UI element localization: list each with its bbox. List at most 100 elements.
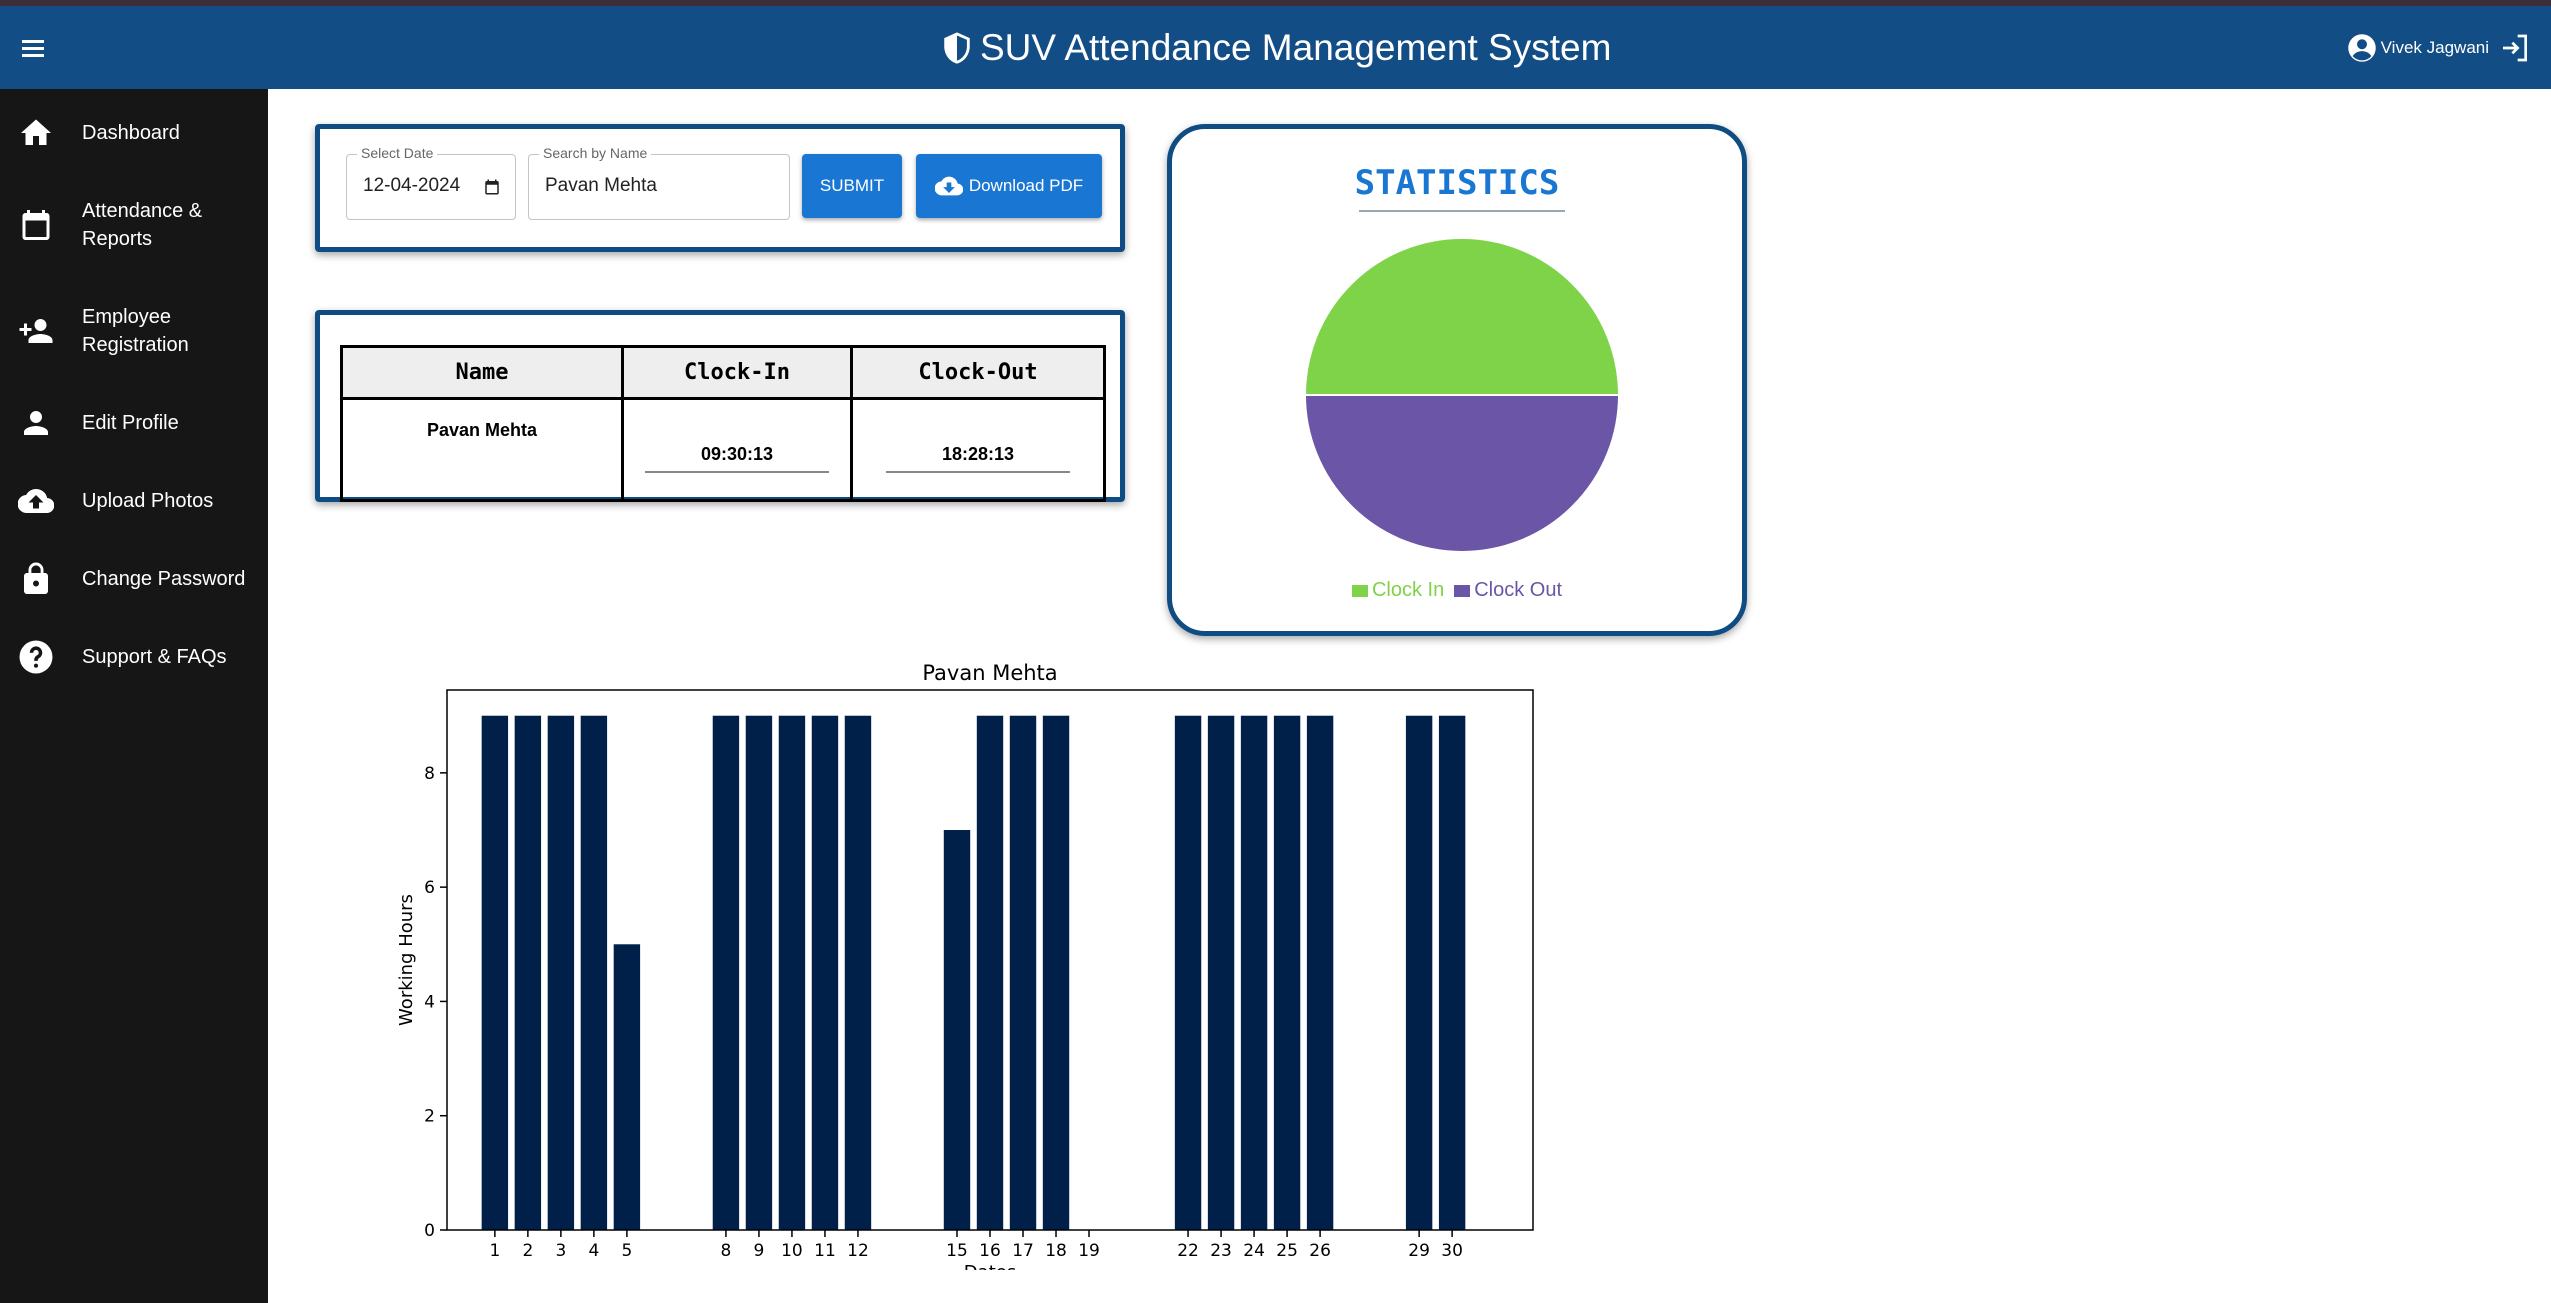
column-header-name: Name bbox=[340, 345, 624, 400]
bar-date-26 bbox=[1306, 715, 1334, 1230]
pie-slice-clock-in[interactable] bbox=[1303, 237, 1621, 396]
window-top-stripe bbox=[0, 0, 2551, 6]
bar-date-8 bbox=[712, 715, 740, 1230]
bar-date-2 bbox=[514, 715, 542, 1230]
bar-date-18 bbox=[1042, 715, 1070, 1230]
shield-icon bbox=[944, 32, 970, 64]
name-value: Pavan Mehta bbox=[545, 175, 657, 196]
cloud-download-icon bbox=[934, 176, 963, 196]
clock-in-cell: 09:30:13 bbox=[621, 397, 853, 502]
bar-date-5 bbox=[613, 944, 641, 1230]
bar-date-25 bbox=[1273, 715, 1301, 1230]
x-axis-label: Dates bbox=[964, 1262, 1016, 1270]
account-circle-icon bbox=[2347, 34, 2376, 62]
x-tick-label: 29 bbox=[1408, 1241, 1430, 1261]
sidebar-item-change-password[interactable]: Change Password bbox=[0, 557, 268, 601]
y-tick-label: 4 bbox=[424, 992, 435, 1012]
x-tick-label: 15 bbox=[946, 1241, 968, 1261]
x-tick-label: 9 bbox=[754, 1241, 765, 1261]
bar-date-16 bbox=[976, 715, 1004, 1230]
x-tick-label: 30 bbox=[1441, 1241, 1463, 1261]
x-tick-label: 24 bbox=[1243, 1241, 1265, 1261]
download-label: Download PDF bbox=[968, 176, 1084, 195]
menu-icon[interactable] bbox=[14, 28, 54, 68]
calendar-picker-icon[interactable] bbox=[483, 178, 501, 196]
legend-swatch bbox=[1351, 584, 1368, 597]
name-field-label: Search by Name bbox=[539, 145, 652, 161]
column-header-clock-in: Clock-In bbox=[621, 345, 853, 400]
working-hours-bar-chart: 1 2 3 4 5 8 9 10 11 12 15 16 17 18 19 22 23 24 25 26 29 30024… bbox=[396, 661, 1534, 1270]
submit-button[interactable]: SUBMIT bbox=[802, 154, 902, 218]
clock-out-cell: 18:28:13 bbox=[850, 397, 1106, 502]
clock-out-value: 18:28:13 bbox=[886, 440, 1070, 473]
y-tick-label: 6 bbox=[424, 878, 435, 898]
sidebar-item-label: Change Password bbox=[82, 568, 246, 590]
x-tick-label: 19 bbox=[1078, 1241, 1100, 1261]
bar-date-15 bbox=[943, 830, 971, 1230]
person-add-icon bbox=[19, 319, 53, 343]
x-tick-label: 4 bbox=[588, 1241, 599, 1261]
home-icon bbox=[21, 119, 51, 145]
x-tick-label: 8 bbox=[721, 1241, 732, 1261]
x-tick-label: 18 bbox=[1045, 1241, 1067, 1261]
statistics-title: STATISTICS bbox=[1354, 163, 1560, 203]
app-title: SUV Attendance Management System bbox=[940, 20, 1611, 76]
submit-label: SUBMIT bbox=[819, 176, 885, 195]
sidebar-item-support-faqs[interactable]: Support & FAQs bbox=[0, 635, 268, 679]
x-tick-label: 25 bbox=[1276, 1241, 1298, 1261]
x-tick-label: 26 bbox=[1309, 1241, 1331, 1261]
x-tick-label: 16 bbox=[979, 1241, 1001, 1261]
table-row: Pavan Mehta 09:30:13 18:28:13 bbox=[340, 397, 1106, 502]
statistics-card: STATISTICS Clock In Clock Out bbox=[1167, 124, 1747, 636]
sidebar-item-label: Dashboard bbox=[82, 122, 180, 144]
date-field[interactable]: Select Date 12-04-2024 bbox=[346, 145, 516, 220]
app-header: SUV Attendance Management System Vivek J… bbox=[0, 6, 2551, 89]
x-tick-label: 1 bbox=[489, 1241, 500, 1261]
clock-in-value: 09:30:13 bbox=[645, 440, 829, 473]
lock-icon bbox=[24, 562, 48, 594]
y-tick-label: 0 bbox=[424, 1221, 435, 1241]
user-area: Vivek Jagwani bbox=[2347, 28, 2531, 68]
sidebar-item-label: Edit Profile bbox=[82, 412, 179, 434]
bar-date-22 bbox=[1174, 715, 1202, 1230]
plot-frame bbox=[446, 689, 1534, 1231]
download-pdf-button[interactable]: Download PDF bbox=[916, 154, 1102, 218]
calendar-icon bbox=[22, 210, 50, 240]
sidebar-item-upload-photos[interactable]: Upload Photos bbox=[0, 479, 268, 523]
bar-date-4 bbox=[580, 715, 608, 1230]
date-field-label: Select Date bbox=[357, 145, 438, 161]
person-icon bbox=[24, 411, 48, 435]
sidebar-item-label: Support & FAQs bbox=[82, 646, 227, 668]
sidebar: Dashboard Attendance & Reports Employee … bbox=[0, 89, 268, 1303]
x-tick-label: 10 bbox=[781, 1241, 803, 1261]
bar-date-29 bbox=[1405, 715, 1433, 1230]
sidebar-item-attendance-reports[interactable]: Attendance & Reports bbox=[0, 195, 268, 255]
legend-item-clock-out[interactable]: Clock Out bbox=[1454, 579, 1562, 602]
sidebar-item-employee-registration[interactable]: Employee Registration bbox=[0, 301, 268, 361]
x-tick-label: 12 bbox=[847, 1241, 869, 1261]
statistics-title-underline bbox=[1359, 210, 1565, 212]
legend-swatch bbox=[1454, 584, 1471, 597]
logout-icon[interactable] bbox=[2499, 32, 2531, 64]
pie-slice-clock-out[interactable] bbox=[1303, 394, 1621, 553]
x-tick-label: 17 bbox=[1012, 1241, 1034, 1261]
column-header-clock-out: Clock-Out bbox=[850, 345, 1106, 400]
bar-date-24 bbox=[1240, 715, 1268, 1230]
legend-item-clock-in[interactable]: Clock In bbox=[1351, 579, 1444, 602]
sidebar-item-dashboard[interactable]: Dashboard bbox=[0, 111, 268, 155]
attendance-pie-chart bbox=[1303, 237, 1621, 553]
cloud-upload-icon bbox=[18, 489, 54, 514]
sidebar-item-label: Employee Registration bbox=[82, 306, 189, 356]
help-icon bbox=[19, 640, 53, 674]
date-value: 12-04-2024 bbox=[363, 175, 461, 196]
sidebar-item-edit-profile[interactable]: Edit Profile bbox=[0, 401, 268, 445]
name-search-field[interactable]: Search by Name Pavan Mehta bbox=[528, 145, 790, 220]
x-tick-label: 11 bbox=[814, 1241, 836, 1261]
bar-date-10 bbox=[778, 715, 806, 1230]
bar-date-11 bbox=[811, 715, 839, 1230]
user-name: Vivek Jagwani bbox=[2380, 38, 2489, 57]
table-header-row: Name Clock-In Clock-Out bbox=[340, 345, 1106, 400]
x-tick-label: 2 bbox=[522, 1241, 533, 1261]
user-menu[interactable]: Vivek Jagwani bbox=[2347, 33, 2489, 63]
sidebar-item-label: Attendance & Reports bbox=[82, 200, 203, 250]
